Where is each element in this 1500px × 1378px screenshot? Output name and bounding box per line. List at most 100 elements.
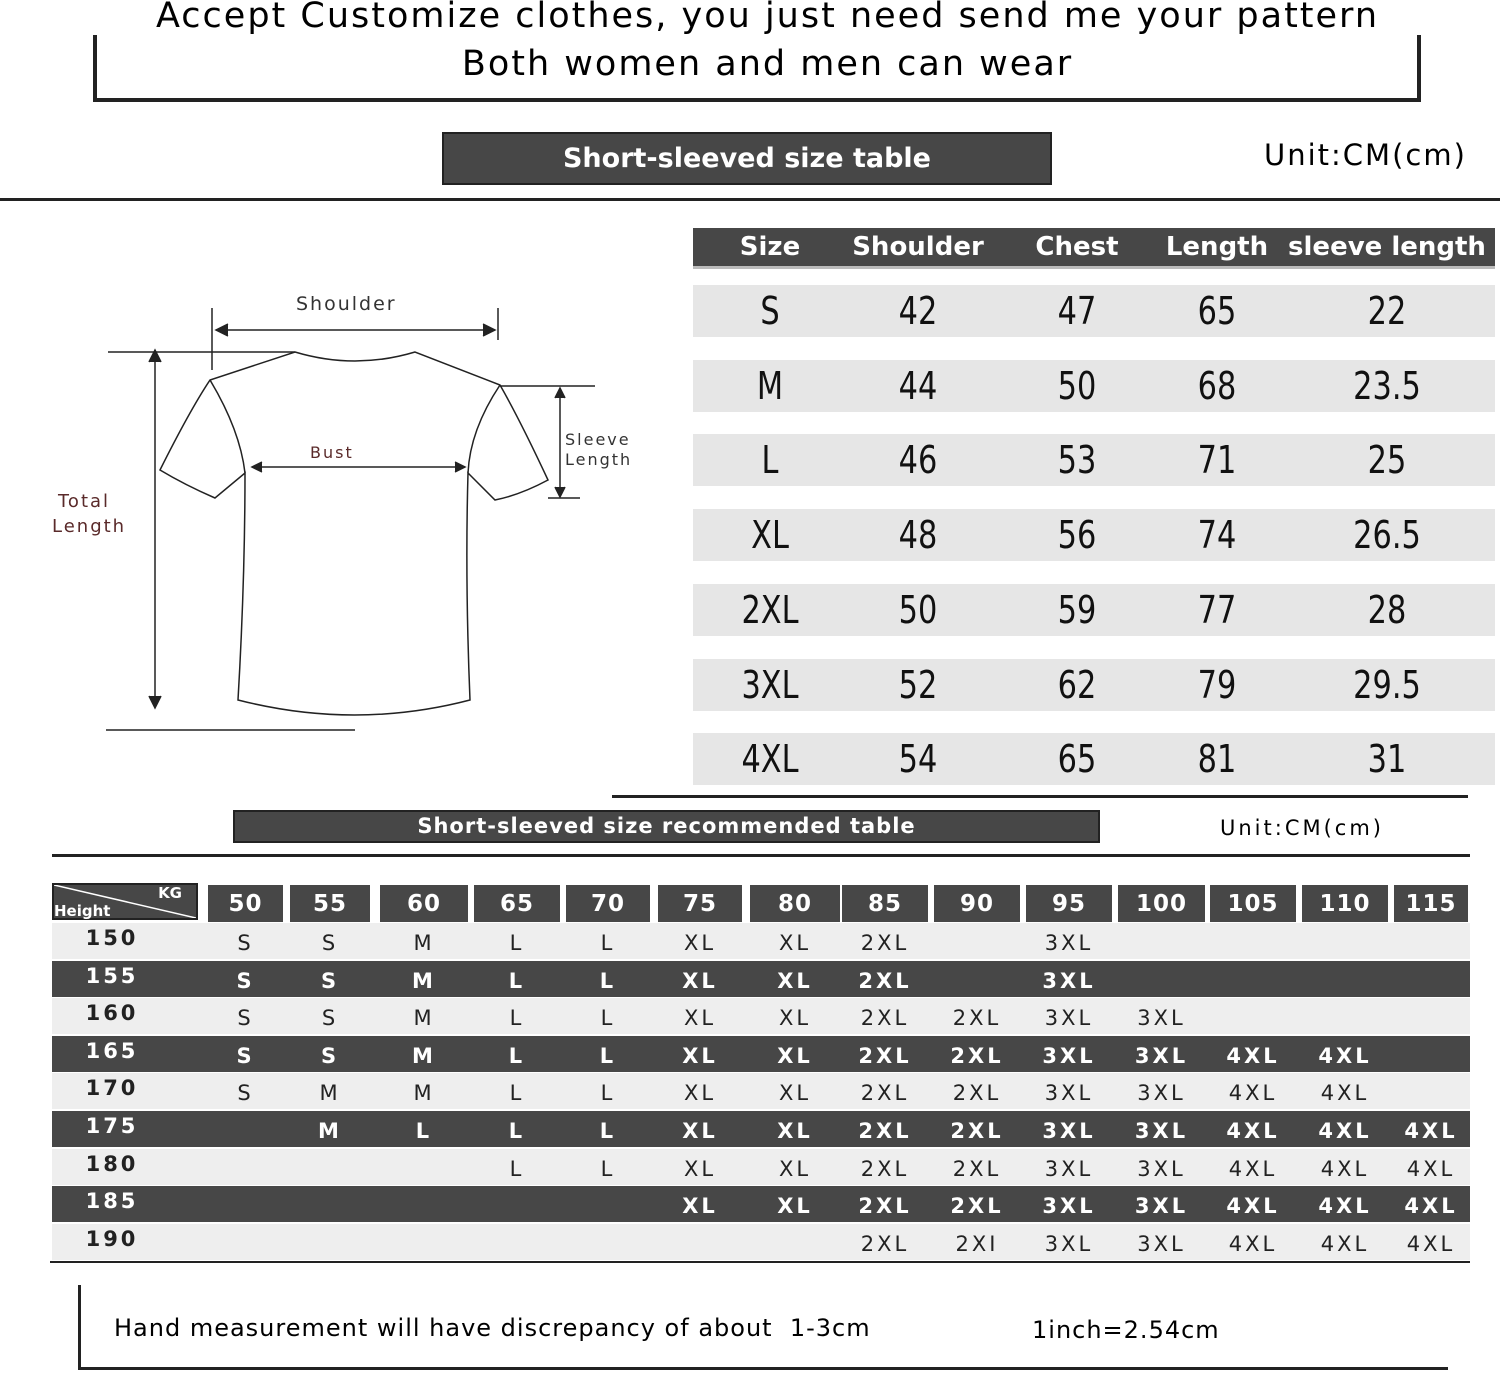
size-cell: XL <box>778 931 812 955</box>
weight-header: 115 <box>1394 885 1468 922</box>
height-label: 190 <box>85 1226 139 1251</box>
size-cell: 52 <box>898 662 938 707</box>
size-cell: XL <box>682 1043 718 1068</box>
size-cell: L <box>509 1081 525 1106</box>
size-cell: 62 <box>1057 662 1097 707</box>
size-cell: 3XL <box>1134 1194 1189 1219</box>
label-sleeve: Sleeve <box>565 430 631 449</box>
size-cell: 42 <box>898 289 938 333</box>
size-header: sleeve length <box>1288 232 1486 262</box>
size-cell: 53 <box>1057 438 1097 483</box>
size-cell: 50 <box>898 587 938 632</box>
label-total: Length <box>52 516 127 537</box>
header-line1: Accept Customize clothes, you just need … <box>155 0 1380 36</box>
size-cell: L <box>600 1006 616 1031</box>
size-cell: S <box>236 968 255 993</box>
label-sleeve: Length <box>565 450 633 469</box>
size-cell: 28 <box>1367 587 1407 632</box>
size-cell: 4XL <box>1318 1119 1372 1143</box>
recommend-row <box>52 1073 1470 1110</box>
size-cell: XL <box>683 1006 717 1031</box>
size-cell: 65 <box>1197 289 1237 333</box>
weight-header: 70 <box>566 885 650 922</box>
size-cell: 23.5 <box>1353 363 1421 408</box>
tshirt-diagram <box>106 308 595 731</box>
size-row <box>693 359 1495 412</box>
size-cell: M <box>413 1006 435 1031</box>
size-cell: 2XL <box>858 968 912 993</box>
size-cell: L <box>600 931 616 955</box>
size-cell: L <box>508 1043 526 1068</box>
corner-height: Height <box>54 902 111 920</box>
size-row <box>693 583 1495 636</box>
recommend-row <box>52 1223 1470 1260</box>
label-bust: Bust <box>310 443 354 462</box>
label-total: Total <box>58 491 111 512</box>
corner-cell: KG Height <box>52 883 198 920</box>
size-cell: 4XL <box>1228 1081 1278 1106</box>
size-cell: 56 <box>1057 513 1097 558</box>
recommend-title: Short-sleeved size recommended table <box>233 810 1100 843</box>
size-cell: S <box>320 1043 340 1068</box>
size-cell: 2XL <box>741 587 799 632</box>
size-cell: XL <box>682 968 718 993</box>
size-cell: XL <box>682 1194 718 1219</box>
recommend-row <box>52 998 1470 1035</box>
size-cell: 4XL <box>1318 1194 1372 1219</box>
size-cell: XL <box>777 1119 813 1143</box>
weight-header: 80 <box>750 885 840 922</box>
size-table-unit: Unit:CM(cm) <box>1264 138 1467 172</box>
size-cell: 46 <box>898 438 938 483</box>
height-label: 180 <box>85 1151 139 1176</box>
rule <box>78 1285 81 1370</box>
size-cell: L <box>600 1081 616 1106</box>
rule <box>612 795 1468 798</box>
size-cell: S <box>320 968 340 993</box>
size-cell: M <box>413 1081 435 1106</box>
size-cell: S <box>237 1081 254 1106</box>
footer-note: Hand measurement will have discrepancy o… <box>114 1314 871 1342</box>
size-cell: L <box>508 1119 526 1143</box>
size-cell: 25 <box>1367 438 1407 483</box>
size-cell: XL <box>777 1194 813 1219</box>
size-cell: 4XL <box>1318 1043 1372 1068</box>
size-cell: 3XL <box>1044 931 1094 955</box>
size-cell: M <box>756 363 784 408</box>
size-cell: XL <box>778 1081 812 1106</box>
size-cell: 3XL <box>741 662 799 707</box>
size-row <box>693 434 1495 487</box>
recommend-row <box>52 1186 1470 1223</box>
size-cell: 65 <box>1057 737 1097 782</box>
size-cell: XL <box>777 968 813 993</box>
size-cell: S <box>760 289 780 333</box>
size-cell: 77 <box>1197 587 1237 632</box>
height-label: 185 <box>85 1189 139 1214</box>
size-header-bar <box>693 228 1495 269</box>
rule <box>93 98 1421 102</box>
size-cell: 3XL <box>1044 1006 1094 1031</box>
rule <box>52 854 1470 857</box>
size-cell: 79 <box>1197 662 1237 707</box>
size-cell: 3XL <box>1042 1119 1096 1143</box>
size-cell: 81 <box>1197 737 1237 782</box>
size-cell: 2XL <box>952 1006 1002 1031</box>
size-cell: M <box>412 1043 436 1068</box>
size-cell: XL <box>751 513 789 558</box>
height-label: 160 <box>85 1001 139 1026</box>
size-cell: 26.5 <box>1353 513 1421 558</box>
recommend-row <box>52 1148 1470 1185</box>
size-cell: 50 <box>1057 363 1097 408</box>
size-header: Length <box>1165 232 1269 262</box>
weight-header: 85 <box>842 885 928 922</box>
size-cell: L <box>599 1043 617 1068</box>
rule <box>78 1367 1448 1370</box>
size-cell: 2XL <box>950 1194 1004 1219</box>
size-cell: 54 <box>898 737 938 782</box>
size-cell: 4XL <box>1320 1156 1370 1181</box>
size-cell: 4XL <box>1320 1231 1370 1256</box>
size-header: Size <box>739 232 801 262</box>
height-label: 155 <box>85 963 139 988</box>
size-cell: 2XL <box>952 1081 1002 1106</box>
size-cell: 4XL <box>1404 1119 1458 1143</box>
recommend-unit: Unit:CM(cm) <box>1220 816 1384 840</box>
